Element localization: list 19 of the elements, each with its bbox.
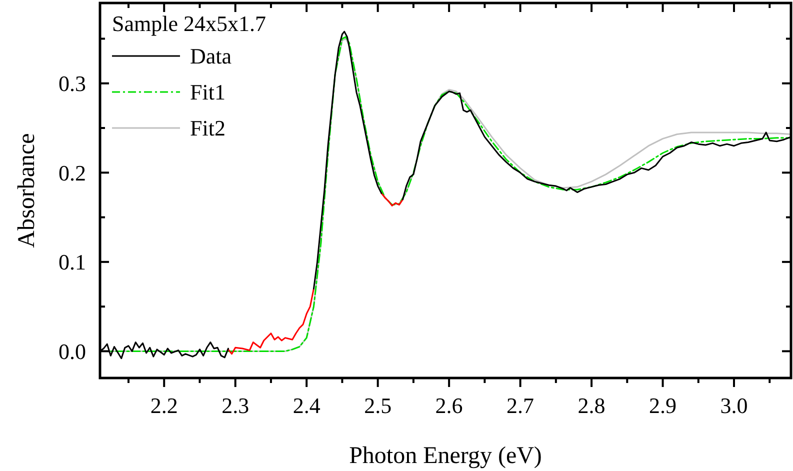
x-tick-label: 2.9 (649, 393, 677, 418)
x-tick-label: 2.5 (364, 393, 392, 418)
x-axis-title: Photon Energy (eV) (349, 443, 542, 469)
y-tick-label: 0.1 (58, 250, 86, 275)
x-tick-label: 2.8 (578, 393, 606, 418)
x-tick-label: 3.0 (720, 393, 748, 418)
legend-label: Fit1 (190, 80, 226, 105)
legend-title: Sample 24x5x1.7 (112, 11, 266, 36)
legend-label: Fit2 (190, 116, 226, 141)
y-tick-label: 0.0 (58, 338, 86, 364)
x-tick-label: 2.2 (150, 393, 178, 418)
y-tick-label: 0.3 (58, 71, 86, 96)
x-tick-label: 2.3 (222, 393, 250, 418)
legend-label: Data (190, 44, 232, 69)
y-tick-label: 0.2 (58, 160, 86, 186)
x-tick-label: 2.6 (435, 393, 463, 418)
y-axis-title: Absorbance (14, 133, 40, 248)
x-tick-label: 2.7 (506, 393, 534, 418)
x-tick-label: 2.4 (292, 393, 320, 418)
